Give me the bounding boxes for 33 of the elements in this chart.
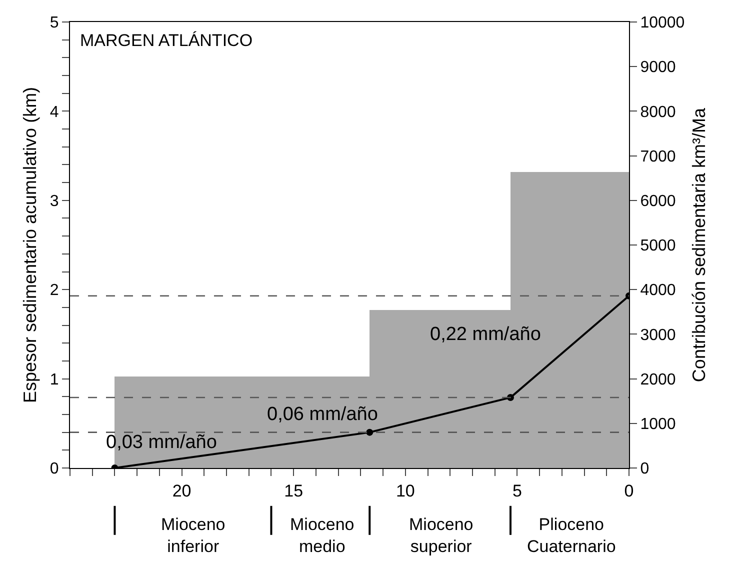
- y2-tick-label: 5000: [640, 238, 676, 255]
- x-tick-label: 10: [396, 481, 415, 500]
- y2-tick-label: 8000: [640, 104, 676, 121]
- y2-tick-label: 4000: [640, 282, 676, 300]
- y2-tick-label: 0: [640, 460, 650, 478]
- y2-tick-label: 1000: [640, 416, 676, 433]
- y-tick-label: 2: [50, 282, 59, 300]
- x-tick-label: 15: [284, 481, 304, 500]
- y2-axis-title: Contribución sedimentaria km³/Ma: [688, 106, 709, 382]
- annotation: 0,06 mm/año: [267, 404, 378, 425]
- y2-tick-label: 10000: [640, 14, 685, 32]
- text: Plioceno Cuaternario: [527, 515, 616, 556]
- y2-tick-label: 9000: [640, 59, 676, 76]
- y-tick-label: 5: [50, 14, 59, 32]
- annotation: 0,03 mm/año: [106, 432, 217, 453]
- y-tick-label: 1: [50, 371, 59, 388]
- y-tick-label: 0: [50, 460, 59, 478]
- text: Mioceno medio: [290, 515, 354, 556]
- annotation: 0,22 mm/año: [430, 324, 541, 345]
- y2-tick-label: 7000: [640, 148, 676, 166]
- y-tick-label: 4: [50, 104, 59, 121]
- text: MARGEN ATLÁNTICO: [80, 31, 253, 50]
- y-tick-label: 3: [50, 193, 59, 210]
- y2-tick-label: 3000: [640, 326, 676, 344]
- x-tick-label: 0: [624, 481, 634, 500]
- y2-tick-label: 6000: [640, 193, 676, 210]
- y2-tick-label: 2000: [640, 371, 676, 388]
- text: Mioceno inferior: [161, 515, 226, 556]
- point: [366, 428, 374, 436]
- text: Mioceno superior: [409, 515, 474, 556]
- x-tick-label: 5: [512, 481, 522, 500]
- y-axis-title: Espesor sedimentario acumulativo (km): [20, 86, 40, 404]
- x-tick-label: 20: [172, 481, 192, 500]
